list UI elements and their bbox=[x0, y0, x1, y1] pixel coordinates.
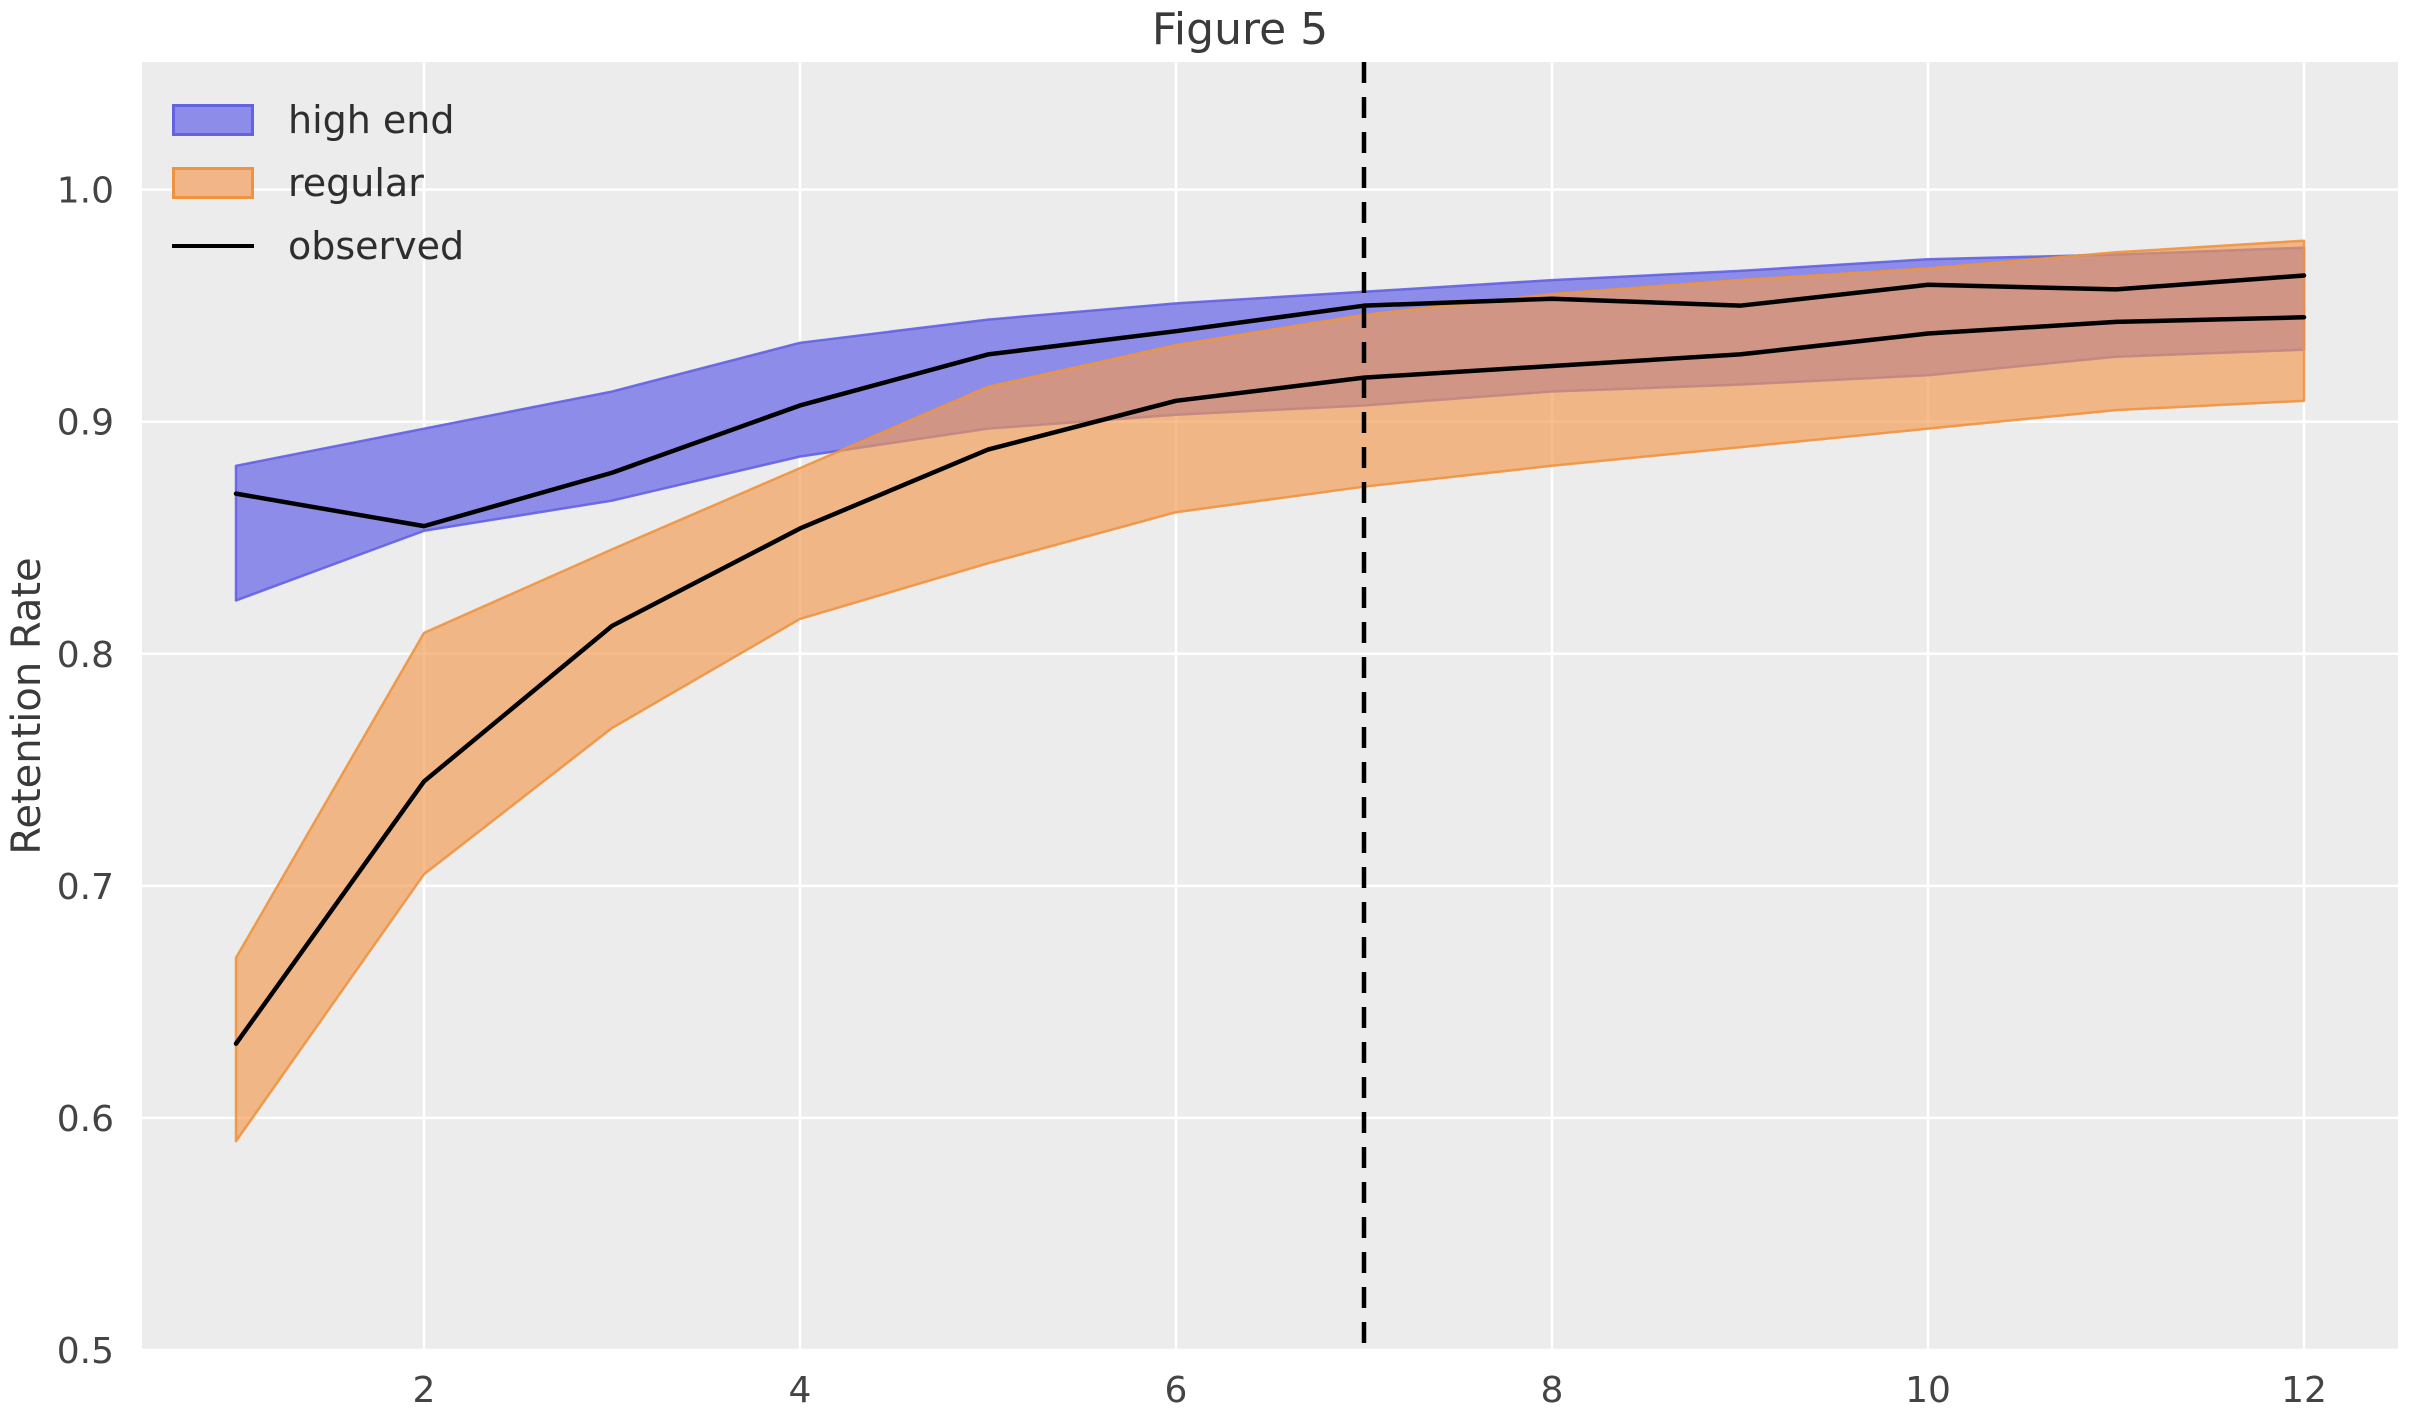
x-tick-label: 2 bbox=[413, 1370, 436, 1411]
regular-band-swatch bbox=[172, 167, 254, 199]
observed-regular-line bbox=[233, 315, 2307, 1046]
chart-title: Figure 5 bbox=[1152, 4, 1328, 55]
x-tick-label: 8 bbox=[1541, 1370, 1564, 1411]
y-axis-label: Retention Rate bbox=[4, 557, 50, 854]
observed-line-swatch bbox=[172, 244, 254, 248]
band-layer bbox=[234, 239, 2306, 1143]
x-tick-label: 6 bbox=[1165, 1370, 1188, 1411]
y-tick-label: 0.9 bbox=[57, 403, 114, 444]
tick-label-layer: 2 4 6 8 10 12 0.5 0.6 0.7 0.8 0.9 1.0 bbox=[57, 171, 2327, 1411]
legend-entry-high-end: high end bbox=[172, 96, 464, 144]
y-tick-label: 0.7 bbox=[57, 867, 114, 908]
x-tick-label: 12 bbox=[2281, 1370, 2327, 1411]
line-layer bbox=[233, 62, 2307, 1350]
legend-entry-observed: observed bbox=[172, 222, 464, 270]
high-end-band-swatch bbox=[172, 104, 254, 136]
y-tick-label: 0.5 bbox=[57, 1331, 114, 1372]
x-tick-label: 4 bbox=[789, 1370, 812, 1411]
x-tick-label: 10 bbox=[1905, 1370, 1951, 1411]
legend-label-observed: observed bbox=[288, 224, 465, 268]
legend-label-regular: regular bbox=[288, 161, 424, 205]
observed-high-end-line bbox=[233, 273, 2307, 529]
y-tick-label: 0.6 bbox=[57, 1099, 114, 1140]
legend-entry-regular: regular bbox=[172, 159, 464, 207]
y-tick-label: 0.8 bbox=[57, 635, 114, 676]
regular-band bbox=[234, 239, 2306, 1143]
legend-label-high-end: high end bbox=[288, 98, 455, 142]
y-tick-label: 1.0 bbox=[57, 171, 114, 212]
legend: high end regular observed bbox=[172, 96, 464, 270]
